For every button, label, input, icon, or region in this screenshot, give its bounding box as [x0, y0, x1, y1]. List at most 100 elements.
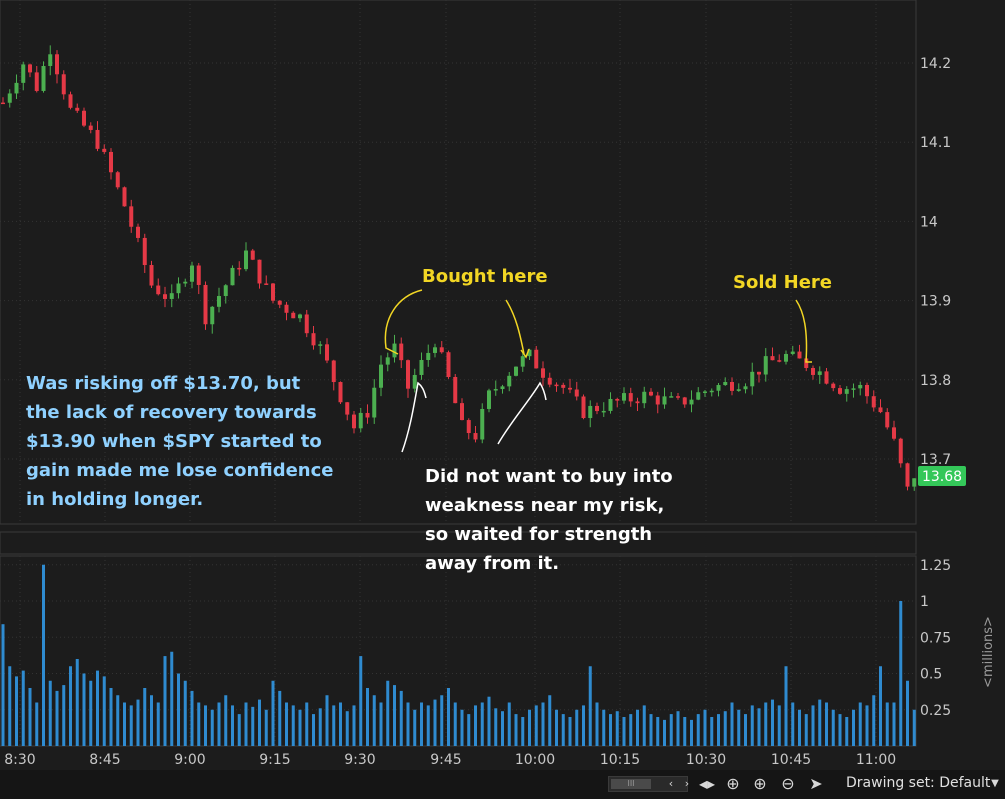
pointer-icon[interactable]: ➤: [809, 774, 823, 793]
scroll-thumb[interactable]: III: [611, 779, 651, 789]
volume-bar: [757, 708, 761, 746]
volume-bar: [237, 714, 241, 746]
candle-body: [385, 357, 390, 365]
volume-bar: [163, 656, 167, 746]
candle-body: [804, 358, 809, 368]
volume-bar: [696, 714, 700, 746]
volume-bar: [8, 666, 12, 746]
candle-body: [169, 293, 174, 299]
candle-body: [601, 410, 606, 413]
volume-bar: [177, 673, 180, 746]
candle-body: [905, 463, 910, 487]
volume-bar: [798, 709, 801, 746]
candle-body: [88, 125, 93, 130]
volume-bar: [102, 676, 106, 746]
candle-body: [109, 151, 113, 173]
candle-body: [871, 396, 876, 408]
volume-bar: [467, 714, 471, 746]
volume-bar: [366, 688, 369, 746]
volume-bar: [649, 714, 653, 746]
price-panel: [0, 0, 917, 525]
candle-body: [757, 371, 761, 375]
wait-note: Did not want to buy into weakness near m…: [425, 466, 673, 574]
candle-body: [716, 385, 721, 391]
candle-body: [399, 343, 404, 361]
volume-bar: [899, 601, 903, 746]
volume-bar: [75, 659, 79, 746]
price-tick-label: 13.8: [920, 373, 951, 389]
candle-body: [433, 347, 437, 353]
price-tick-label: 14: [920, 214, 938, 230]
volume-bar: [372, 695, 376, 746]
zoom-out-icon[interactable]: ⊖: [781, 774, 795, 793]
volume-bar: [865, 705, 869, 746]
crosshair-icon[interactable]: ⊕: [726, 774, 740, 793]
candle-body: [392, 343, 397, 358]
candle-body: [892, 427, 896, 439]
volume-bar: [872, 695, 876, 746]
candle-body: [250, 250, 255, 260]
volume-bar: [352, 705, 356, 746]
candle-body: [493, 389, 498, 391]
volume-bar: [710, 717, 714, 746]
candle-body: [811, 367, 815, 375]
time-scrollbar[interactable]: III: [608, 776, 688, 792]
candle-body: [689, 399, 694, 405]
time-tick-label: 11:00: [856, 752, 896, 768]
candle-body: [858, 384, 863, 389]
panel-divider[interactable]: [0, 531, 917, 555]
volume-unit-label: <millions>: [981, 616, 996, 688]
volume-bar: [224, 695, 228, 746]
zoom-in-icon[interactable]: ⊕: [753, 774, 767, 793]
volume-bars: [1, 564, 916, 746]
candle-body: [129, 206, 134, 227]
volume-bar: [89, 680, 93, 746]
candle-body: [338, 382, 343, 403]
volume-bar: [858, 702, 862, 746]
volume-bar: [291, 705, 295, 746]
candle-body: [480, 408, 485, 440]
volume-bar: [359, 656, 363, 746]
volume-bar: [217, 702, 221, 746]
candle-body: [844, 389, 849, 394]
candle-body: [696, 392, 701, 400]
candle-body: [730, 382, 734, 391]
volume-bar: [764, 702, 768, 746]
volume-axis: 0.25 0.5 0.75 1 1.25: [920, 558, 951, 719]
volume-bar: [453, 702, 457, 746]
candle-body: [446, 352, 451, 377]
candle-body: [237, 267, 242, 270]
candle-body: [122, 187, 127, 207]
wait-note-line: weakness near my risk,: [425, 495, 664, 516]
volume-bar: [656, 717, 660, 746]
drawing-set-selector[interactable]: Drawing set: Default: [846, 775, 991, 791]
scroll-left-icon[interactable]: ‹: [668, 777, 674, 790]
candle-body: [331, 360, 336, 383]
candle-body: [743, 386, 748, 390]
current-price-label: 13.68: [922, 469, 962, 485]
expand-horizontal-icon[interactable]: ◂▸: [698, 774, 716, 793]
volume-bar: [156, 702, 160, 746]
sold-arrow: [795, 299, 812, 363]
candle-body: [345, 402, 350, 415]
candle-body: [622, 393, 626, 401]
scroll-right-icon[interactable]: ›: [684, 777, 690, 790]
candle-body: [527, 349, 532, 357]
candle-body: [851, 388, 856, 390]
volume-bar: [21, 670, 25, 746]
time-tick-label: 9:30: [344, 752, 375, 768]
volume-bar: [96, 670, 99, 746]
strength-arrow-left: [401, 381, 427, 453]
chart-canvas[interactable]: 13.7 13.8 13.9 14 14.1 14.2 13.68 0.25 0.5 0.75…: [0, 0, 1005, 770]
volume-bar: [885, 702, 889, 746]
candle-body: [7, 93, 12, 103]
candle-body: [102, 148, 107, 152]
candle-body: [784, 353, 788, 362]
sold-here-label: Sold Here: [733, 272, 832, 293]
volume-bar: [433, 699, 437, 746]
candle-body: [770, 356, 775, 361]
volume-bar: [55, 690, 59, 746]
volume-bar: [28, 688, 32, 746]
candle-body: [68, 94, 73, 108]
chevron-down-icon[interactable]: ▼: [991, 778, 999, 789]
